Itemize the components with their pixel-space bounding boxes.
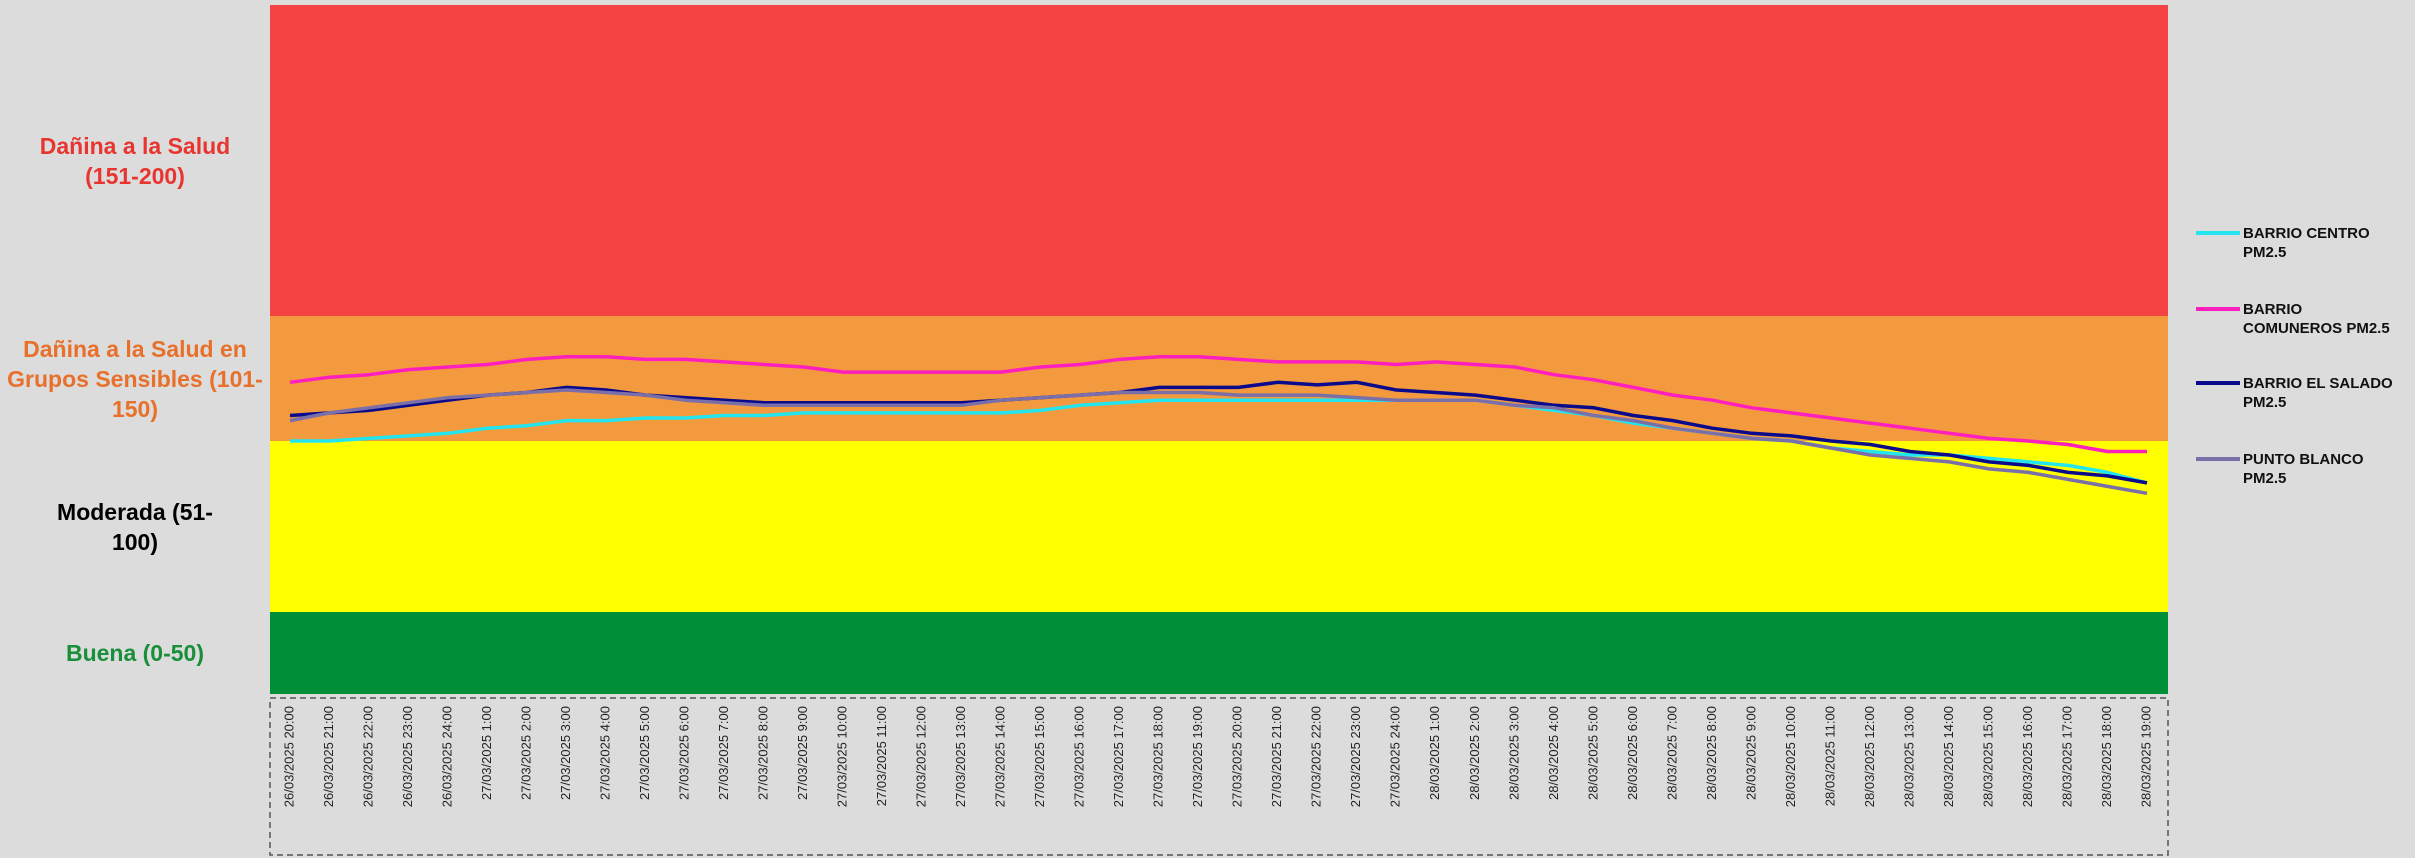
x-tick-label: 26/03/2025 21:00 — [321, 706, 336, 807]
x-tick-label: 27/03/2025 20:00 — [1230, 706, 1245, 807]
x-tick-label: 27/03/2025 13:00 — [953, 706, 968, 807]
x-tick-label: 27/03/2025 8:00 — [756, 706, 771, 800]
x-tick-label: 27/03/2025 15:00 — [1032, 706, 1047, 807]
x-tick-label: 27/03/2025 17:00 — [1111, 706, 1126, 807]
legend-swatch — [2196, 307, 2240, 311]
x-tick-label: 27/03/2025 3:00 — [558, 706, 573, 800]
x-tick-label: 28/03/2025 15:00 — [1980, 706, 1995, 807]
x-tick-label: 27/03/2025 10:00 — [835, 706, 850, 807]
band-label: Dañina a la Salud en Grupos Sensibles (1… — [7, 335, 263, 422]
x-tick-label: 28/03/2025 19:00 — [2138, 706, 2153, 807]
x-tick-label: 27/03/2025 16:00 — [1072, 706, 1087, 807]
x-tick-label: 26/03/2025 24:00 — [439, 706, 454, 807]
x-tick-label: 27/03/2025 19:00 — [1190, 706, 1205, 807]
x-tick-label: 28/03/2025 9:00 — [1743, 706, 1758, 800]
x-tick-label: 27/03/2025 22:00 — [1309, 706, 1324, 807]
x-tick-label: 28/03/2025 1:00 — [1427, 706, 1442, 800]
legend-label: BARRIO CENTRO PM2.5 — [2243, 225, 2370, 261]
x-tick-label: 28/03/2025 5:00 — [1585, 706, 1600, 800]
x-tick-label: 28/03/2025 18:00 — [2099, 706, 2114, 807]
x-axis-box — [269, 697, 2169, 856]
x-tick-label: 28/03/2025 11:00 — [1822, 706, 1837, 806]
x-tick-label: 28/03/2025 14:00 — [1941, 706, 1956, 807]
series-line — [289, 355, 2147, 454]
x-tick-label: 26/03/2025 20:00 — [281, 706, 296, 807]
legend-swatch — [2196, 457, 2240, 461]
x-tick-label: 28/03/2025 6:00 — [1625, 706, 1640, 800]
legend-label: BARRIO EL SALADO PM2.5 — [2243, 375, 2393, 411]
x-tick-label: 27/03/2025 23:00 — [1348, 706, 1363, 807]
x-tick-label: 27/03/2025 7:00 — [716, 706, 731, 800]
x-tick-label: 27/03/2025 2:00 — [519, 706, 534, 800]
x-tick-label: 27/03/2025 14:00 — [993, 706, 1008, 807]
legend-label: BARRIO COMUNEROS PM2.5 — [2243, 301, 2390, 337]
x-tick-label: 28/03/2025 8:00 — [1704, 706, 1719, 800]
x-tick-label: 28/03/2025 7:00 — [1664, 706, 1679, 800]
band-label: Buena (0-50) — [65, 640, 205, 666]
x-tick-label: 27/03/2025 4:00 — [598, 706, 613, 800]
x-tick-label: 27/03/2025 12:00 — [914, 706, 929, 807]
x-tick-label: 27/03/2025 9:00 — [795, 706, 810, 800]
x-tick-label: 28/03/2025 10:00 — [1783, 706, 1798, 807]
legend-swatch — [2196, 231, 2240, 235]
series-line — [289, 388, 2148, 496]
x-tick-label: 26/03/2025 22:00 — [360, 706, 375, 807]
band — [270, 441, 2168, 612]
band-label: Dañina a la Salud (151-200) — [39, 132, 231, 189]
x-tick-label: 27/03/2025 6:00 — [677, 706, 692, 800]
band — [270, 5, 2168, 316]
x-tick-label: 28/03/2025 13:00 — [1901, 706, 1916, 807]
legend-label: PUNTO BLANCO PM2.5 — [2243, 451, 2364, 487]
x-tick-label: 28/03/2025 12:00 — [1862, 706, 1877, 807]
series-line — [289, 380, 2148, 485]
x-tick-label: 27/03/2025 24:00 — [1388, 706, 1403, 807]
x-tick-label: 27/03/2025 11:00 — [874, 706, 889, 806]
band-label: Moderada (51-100) — [57, 498, 213, 555]
x-tick-label: 27/03/2025 5:00 — [637, 706, 652, 800]
x-tick-label: 27/03/2025 1:00 — [479, 706, 494, 800]
x-tick-label: 28/03/2025 3:00 — [1506, 706, 1521, 800]
x-tick-label: 28/03/2025 4:00 — [1546, 706, 1561, 800]
x-tick-label: 26/03/2025 23:00 — [400, 706, 415, 807]
x-tick-label: 28/03/2025 2:00 — [1467, 706, 1482, 800]
legend-swatch — [2196, 381, 2240, 385]
x-tick-label: 27/03/2025 18:00 — [1151, 706, 1166, 807]
x-tick-label: 27/03/2025 21:00 — [1269, 706, 1284, 807]
x-tick-label: 28/03/2025 17:00 — [2059, 706, 2074, 807]
band — [270, 612, 2168, 694]
x-tick-label: 28/03/2025 16:00 — [2020, 706, 2035, 807]
